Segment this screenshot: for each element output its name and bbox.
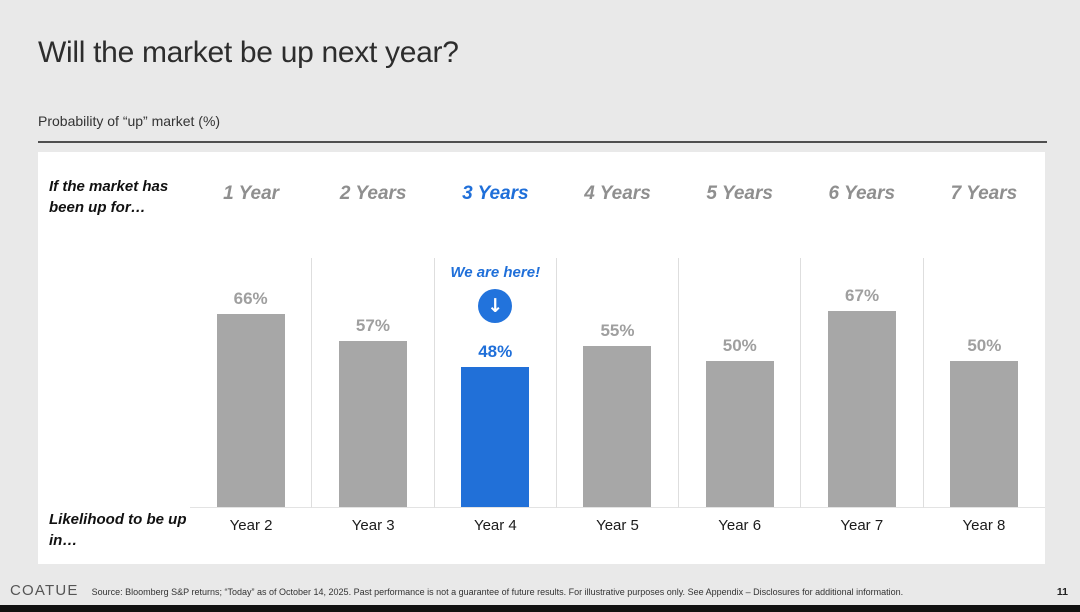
source-disclaimer: Source: Bloomberg S&P returns; “Today” a…	[91, 587, 904, 597]
bar-value-label: 48%	[478, 342, 513, 361]
chart-column: 67%	[800, 258, 923, 508]
x-axis-label: Year 4	[473, 517, 517, 534]
chart-panel: If the market has been up for… 1 Year 2 Y…	[38, 152, 1045, 564]
footer: COATUE Source: Bloomberg S&P returns; “T…	[10, 582, 1068, 599]
column-header: 4 Years	[584, 183, 651, 204]
column-header: 3 Years	[462, 183, 529, 204]
bar-value-label: 57%	[355, 316, 390, 335]
x-axis-label: Year 5	[596, 517, 639, 534]
column-header: 7 Years	[950, 183, 1018, 204]
column-header: 5 Years	[706, 183, 773, 204]
page-number: 11	[1056, 586, 1068, 598]
we-are-here-annotation: We are here! ↓	[435, 264, 556, 323]
chart-axis-row: Likelihood to be up in… Year 2 Year 3 Year…	[38, 508, 1045, 564]
bar	[461, 367, 530, 507]
chart-column: 66%	[190, 258, 312, 508]
column-header: 2 Years	[339, 183, 407, 204]
bar-value-label: 50%	[722, 336, 757, 355]
row-header-top: If the market has been up for…	[49, 178, 169, 216]
x-axis-label: Year 7	[840, 517, 884, 534]
bar	[216, 314, 285, 507]
bar-value-label: 55%	[600, 321, 635, 340]
row-header-bottom: Likelihood to be up in…	[49, 511, 187, 549]
down-arrow-circle-icon: ↓	[478, 289, 513, 323]
x-axis-label: Year 2	[229, 517, 273, 534]
chart-column: 50%	[922, 258, 1045, 508]
bar	[705, 361, 774, 507]
bar-value-label: 67%	[845, 286, 880, 305]
plot-cells: 66% 57% We are here! ↓ 48% 55% 50% 67% 50%	[190, 258, 1045, 508]
axis-cells: Year 2 Year 3 Year 4 Year 5 Year 6 Year 7 Year…	[190, 508, 1045, 564]
bar	[950, 361, 1019, 507]
bottom-black-bar	[0, 605, 1080, 612]
divider-rule	[38, 141, 1047, 143]
bar-value-label: 50%	[967, 336, 1002, 355]
chart-column: 50%	[678, 258, 801, 508]
chart-column: We are here! ↓ 48%	[433, 258, 556, 508]
chart-plot-row: 66% 57% We are here! ↓ 48% 55% 50% 67% 50%	[38, 258, 1045, 508]
column-header: 1 Year	[223, 183, 280, 204]
x-axis-label: Year 8	[962, 517, 1006, 534]
column-headers: 1 Year 2 Years 3 Years 4 Years 5 Years 6 Year…	[190, 152, 1045, 258]
chart-header-row: If the market has been up for… 1 Year 2 Y…	[38, 152, 1045, 258]
column-header: 6 Years	[828, 183, 896, 204]
bar	[338, 341, 407, 507]
x-axis-label: Year 6	[718, 517, 762, 534]
annotation-label: We are here!	[450, 264, 541, 281]
chart-subtitle: Probability of “up” market (%)	[38, 113, 221, 129]
bar	[828, 311, 897, 507]
x-axis-label: Year 3	[351, 517, 395, 534]
coatue-logo: COATUE	[10, 582, 79, 599]
plot-left-spacer	[38, 258, 190, 508]
bar-value-label: 66%	[233, 289, 268, 308]
page-title: Will the market be up next year?	[38, 36, 459, 69]
chart-column: 57%	[311, 258, 434, 508]
chart-column: 55%	[555, 258, 679, 508]
bar	[583, 346, 652, 507]
